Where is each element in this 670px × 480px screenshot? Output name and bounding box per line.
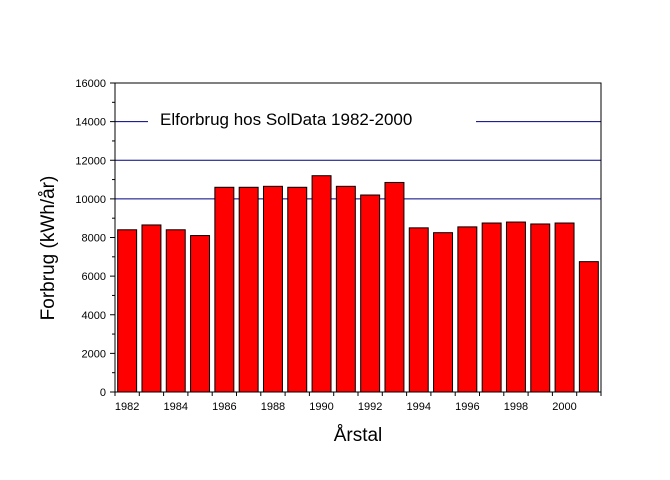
- y-tick-label: 2000: [82, 348, 106, 360]
- bar-1989: [287, 186, 308, 393]
- chart-title: Elforbrug hos SolData 1982-2000: [160, 110, 412, 129]
- x-axis: 1982 1984 1986 1988 1990 1992 1994 1996 1998 2000: [114, 392, 602, 413]
- bar-1999: [530, 223, 551, 393]
- x-tick-label: 1984: [164, 401, 188, 413]
- x-tick-label: 1996: [455, 401, 479, 413]
- bars: [117, 175, 599, 393]
- x-tick-label: 1982: [115, 401, 139, 413]
- bar-1988: [262, 185, 283, 393]
- bar-1990: [311, 175, 332, 393]
- bar-2000: [554, 222, 575, 393]
- y-tick-label: 12000: [75, 155, 106, 167]
- bar-1995: [433, 232, 454, 393]
- bar-1993: [384, 181, 405, 393]
- x-tick-label: 1994: [407, 401, 431, 413]
- y-tick-label: 14000: [75, 117, 106, 129]
- x-tick-label: 2000: [552, 401, 576, 413]
- x-tick-label: 1990: [309, 401, 333, 413]
- gridlines: [115, 121, 601, 200]
- bar-1994: [408, 227, 429, 393]
- title-background: [148, 104, 476, 132]
- bar-1987: [238, 186, 259, 393]
- x-tick-label: 1992: [358, 401, 382, 413]
- bar-1998: [505, 221, 526, 393]
- bar-2001: [578, 261, 599, 393]
- y-tick-label: 6000: [82, 271, 106, 283]
- y-tick-label: 4000: [82, 310, 106, 322]
- y-tick-label: 10000: [75, 194, 106, 206]
- bar-1986: [214, 186, 235, 393]
- y-axis-title: Forbrug (kWh/år): [38, 176, 59, 321]
- y-tick-label: 16000: [75, 78, 106, 90]
- y-axis: 0 2000 4000 6000 8000 10000 12000 14000 16000: [75, 78, 115, 399]
- bar-1991: [335, 185, 356, 393]
- bar-1992: [360, 194, 381, 393]
- bar-1985: [190, 235, 211, 393]
- y-tick-label: 0: [100, 387, 106, 399]
- x-axis-title: Årstal: [334, 425, 383, 446]
- bar-1982: [117, 229, 138, 393]
- x-tick-label: 1988: [261, 401, 285, 413]
- bar-1984: [165, 229, 186, 393]
- x-tick-label: 1986: [212, 401, 236, 413]
- y-tick-label: 8000: [82, 233, 106, 245]
- bar-1997: [481, 222, 502, 393]
- bar-1996: [457, 226, 478, 393]
- bar-1983: [141, 224, 162, 393]
- x-tick-label: 1998: [504, 401, 528, 413]
